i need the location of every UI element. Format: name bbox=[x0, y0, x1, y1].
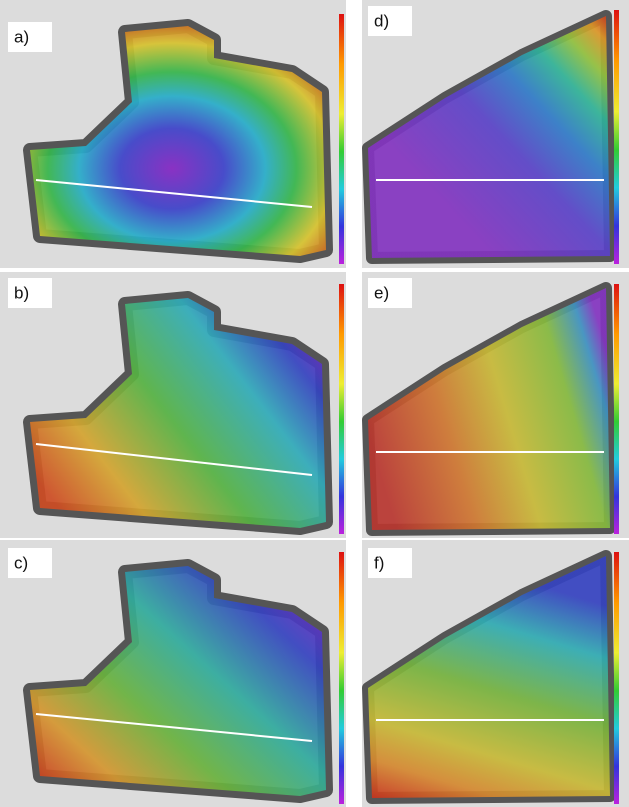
panel-b: b) bbox=[0, 272, 346, 538]
panel-d: d) bbox=[362, 0, 629, 268]
colorbar bbox=[614, 552, 619, 804]
label-box bbox=[368, 278, 412, 308]
colorbar bbox=[339, 14, 344, 264]
panel-e: e) bbox=[362, 272, 629, 538]
section-line bbox=[35, 713, 313, 742]
panel-c: c) bbox=[0, 540, 346, 807]
label-box bbox=[368, 6, 412, 36]
colorbar bbox=[614, 284, 619, 534]
label-box bbox=[8, 548, 52, 578]
panel-label: c) bbox=[14, 553, 28, 572]
label-box bbox=[8, 278, 52, 308]
colorbar bbox=[339, 284, 344, 534]
panel-f: f) bbox=[362, 540, 629, 807]
panel-label: f) bbox=[374, 553, 384, 572]
panel-label: b) bbox=[14, 283, 29, 302]
panel-label: e) bbox=[374, 283, 389, 302]
section-line bbox=[35, 179, 313, 208]
label-box bbox=[368, 548, 412, 578]
colorbar bbox=[614, 10, 619, 264]
panel-label: a) bbox=[14, 27, 29, 46]
panel-label: d) bbox=[374, 11, 389, 30]
label-box bbox=[8, 22, 52, 52]
colorbar bbox=[339, 552, 344, 804]
section-line bbox=[35, 443, 313, 476]
panel-a: a) bbox=[0, 0, 346, 268]
